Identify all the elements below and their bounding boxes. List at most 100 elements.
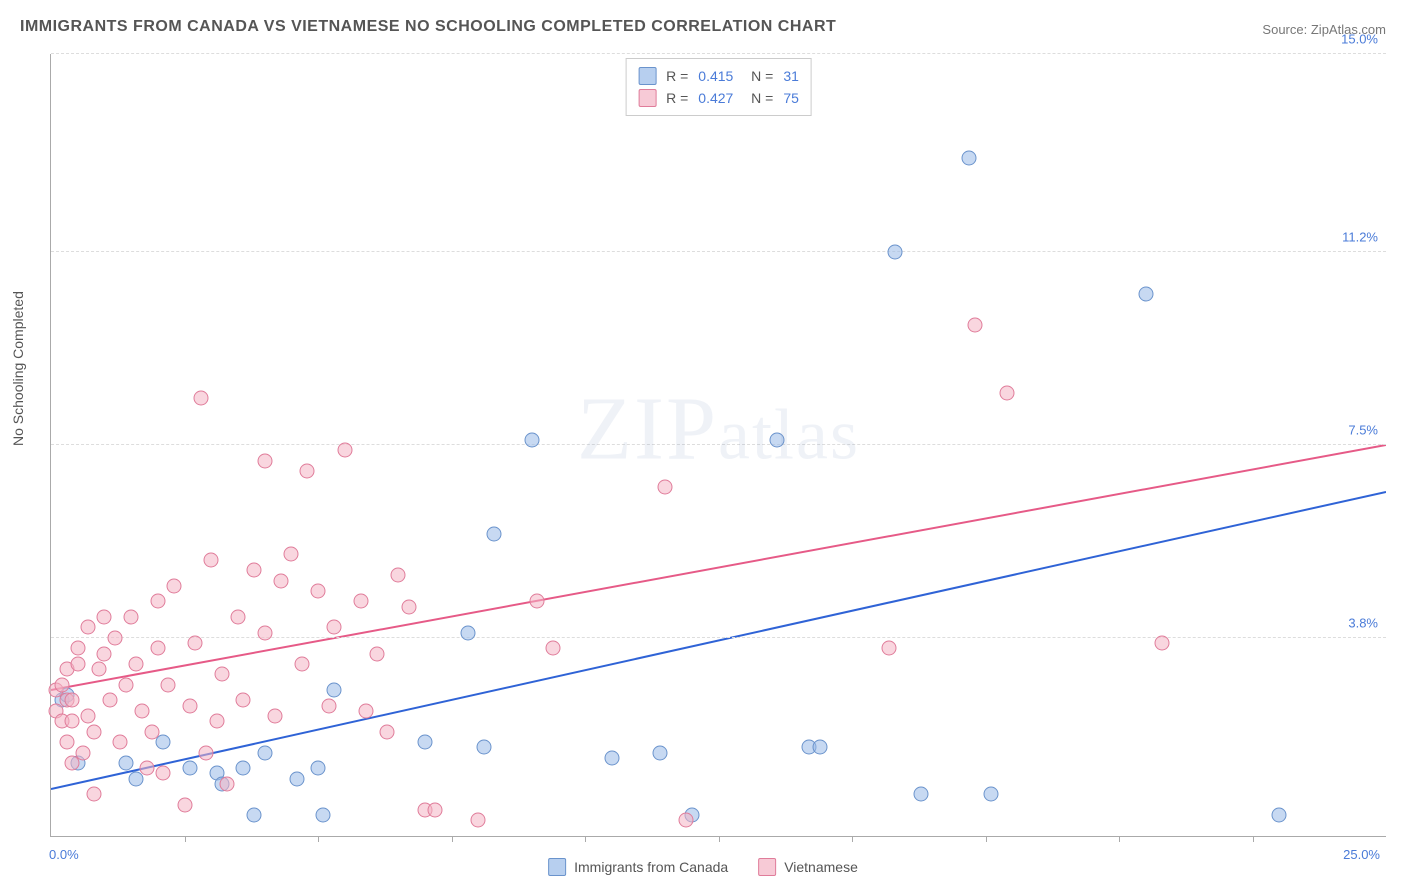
data-point (70, 641, 85, 656)
data-point (679, 813, 694, 828)
data-point (177, 797, 192, 812)
chart-title: IMMIGRANTS FROM CANADA VS VIETNAMESE NO … (20, 18, 836, 36)
data-point (118, 677, 133, 692)
data-point (460, 625, 475, 640)
data-point (81, 709, 96, 724)
data-point (604, 750, 619, 765)
data-point (161, 677, 176, 692)
x-tick (852, 836, 853, 842)
data-point (999, 385, 1014, 400)
data-point (294, 656, 309, 671)
data-point (150, 641, 165, 656)
data-point (97, 646, 112, 661)
data-point (487, 526, 502, 541)
data-point (65, 714, 80, 729)
x-tick (719, 836, 720, 842)
source-label: Source: (1262, 22, 1307, 37)
data-point (118, 756, 133, 771)
legend-label: Immigrants from Canada (574, 859, 728, 875)
data-point (652, 745, 667, 760)
legend-swatch (758, 858, 776, 876)
data-point (220, 776, 235, 791)
legend-stat-row: R = 0.427 N = 75 (638, 87, 799, 109)
data-point (70, 656, 85, 671)
data-point (1154, 636, 1169, 651)
data-point (882, 641, 897, 656)
data-point (193, 391, 208, 406)
data-point (914, 787, 929, 802)
data-point (962, 151, 977, 166)
data-point (54, 677, 69, 692)
data-point (887, 245, 902, 260)
data-point (150, 594, 165, 609)
data-point (417, 735, 432, 750)
gridline-h (51, 637, 1386, 638)
y-tick-label: 11.2% (1342, 230, 1378, 245)
data-point (658, 479, 673, 494)
data-point (246, 808, 261, 823)
data-point (257, 453, 272, 468)
data-point (134, 703, 149, 718)
data-point (60, 735, 75, 750)
legend-swatch (638, 89, 656, 107)
data-point (284, 547, 299, 562)
data-point (214, 667, 229, 682)
y-axis-label: No Schooling Completed (10, 291, 26, 446)
data-point (380, 724, 395, 739)
gridline-h (51, 444, 1386, 445)
data-point (246, 563, 261, 578)
data-point (209, 714, 224, 729)
y-tick-label: 7.5% (1348, 423, 1378, 438)
data-point (311, 761, 326, 776)
data-point (289, 771, 304, 786)
data-point (182, 761, 197, 776)
data-point (188, 636, 203, 651)
chart-plot-area: ZIPatlas R = 0.415 N = 31R = 0.427 N = 7… (50, 54, 1386, 837)
data-point (337, 443, 352, 458)
r-value: 0.427 (698, 90, 733, 106)
legend-label: Vietnamese (784, 859, 858, 875)
legend-stat-row: R = 0.415 N = 31 (638, 65, 799, 87)
y-tick-label: 15.0% (1341, 32, 1378, 47)
data-point (145, 724, 160, 739)
data-point (770, 432, 785, 447)
r-label: R = (666, 68, 688, 84)
data-point (359, 703, 374, 718)
data-point (476, 740, 491, 755)
data-point (236, 693, 251, 708)
x-tick (318, 836, 319, 842)
data-point (102, 693, 117, 708)
data-point (182, 698, 197, 713)
n-value: 75 (783, 90, 799, 106)
legend-swatch (638, 67, 656, 85)
n-label: N = (743, 90, 773, 106)
x-tick (585, 836, 586, 842)
data-point (316, 808, 331, 823)
data-point (1138, 286, 1153, 301)
r-value: 0.415 (698, 68, 733, 84)
data-point (166, 578, 181, 593)
data-point (156, 766, 171, 781)
r-label: R = (666, 90, 688, 106)
data-point (236, 761, 251, 776)
data-point (967, 318, 982, 333)
data-point (230, 610, 245, 625)
data-point (129, 656, 144, 671)
data-point (311, 583, 326, 598)
data-point (124, 610, 139, 625)
series-legend: Immigrants from Canada Vietnamese (548, 858, 858, 876)
data-point (369, 646, 384, 661)
data-point (545, 641, 560, 656)
gridline-h (51, 53, 1386, 54)
data-point (471, 813, 486, 828)
data-point (983, 787, 998, 802)
data-point (327, 620, 342, 635)
trend-lines-svg (51, 54, 1386, 836)
x-tick (452, 836, 453, 842)
y-tick-label: 3.8% (1348, 615, 1378, 630)
data-point (65, 693, 80, 708)
legend-swatch (548, 858, 566, 876)
data-point (327, 683, 342, 698)
x-axis-min-label: 0.0% (49, 847, 79, 862)
correlation-legend: R = 0.415 N = 31R = 0.427 N = 75 (625, 58, 812, 116)
